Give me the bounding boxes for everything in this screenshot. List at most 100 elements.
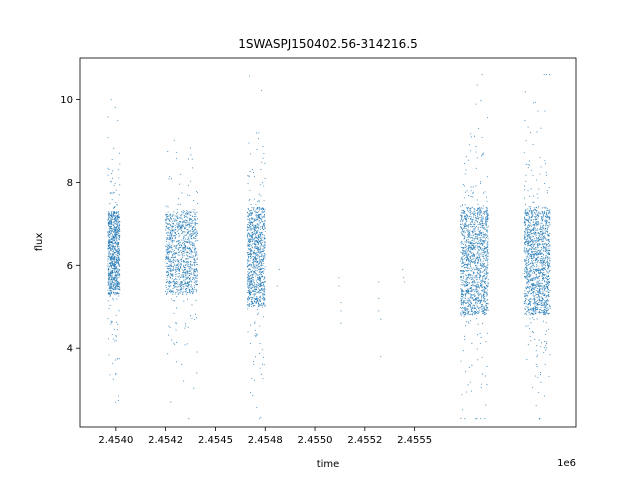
data-point [253,282,255,284]
data-point [470,237,472,239]
data-point [113,147,115,149]
data-point [261,89,263,91]
data-point [467,226,469,228]
data-point [183,242,185,244]
data-point [108,239,110,241]
data-point [175,291,177,293]
data-point [116,204,118,206]
data-point [115,314,117,316]
data-point [483,287,485,289]
data-point [531,224,533,226]
data-point [118,194,120,196]
data-point [249,235,251,237]
data-point [485,259,487,261]
data-point [169,220,171,222]
data-point [252,246,254,248]
data-point [473,240,475,242]
data-point [166,279,168,281]
data-point [172,300,174,302]
data-point [252,281,254,283]
data-point [247,304,249,306]
data-point [111,258,114,261]
data-point [544,363,546,365]
data-point [473,310,475,312]
data-point [484,309,486,311]
data-point [184,248,186,250]
data-point [262,294,264,296]
data-point [107,265,109,267]
data-point [179,282,181,284]
data-point [107,137,109,139]
data-point [256,232,258,234]
data-point [250,257,252,259]
data-point [481,283,483,285]
data-point [111,280,114,282]
data-point [178,228,180,230]
data-point [170,257,172,259]
data-point [118,242,120,244]
data-point [466,310,468,312]
data-point [111,248,113,251]
data-point [167,231,169,233]
data-point [461,294,463,296]
data-point [195,224,197,226]
data-point [180,214,182,216]
data-point [258,292,260,294]
data-point [482,271,484,273]
data-point [532,243,534,246]
data-point [476,209,478,211]
data-point [174,215,176,217]
data-point [110,290,112,292]
data-point [462,247,464,249]
data-point [115,267,117,269]
data-point [252,234,254,236]
data-point [485,302,487,304]
data-point [535,363,537,365]
data-point [534,375,536,377]
data-point [111,217,113,219]
data-point [253,198,255,200]
data-point [461,302,463,304]
data-point [119,249,121,251]
data-point [253,262,255,264]
data-point [262,246,264,248]
data-point [477,203,479,205]
data-point [254,299,256,301]
data-point [264,281,266,283]
data-point [110,276,112,278]
data-point [249,271,251,273]
data-point [261,270,263,273]
data-point [248,251,250,253]
data-point [478,218,480,220]
data-point [114,261,116,263]
data-point [482,276,484,278]
data-point [169,246,171,248]
data-point [262,244,264,246]
data-point [540,300,542,302]
data-point [480,418,482,420]
data-point [472,247,474,249]
data-point [466,250,468,252]
data-point [250,324,252,326]
data-point [539,296,541,298]
data-point [109,232,111,234]
data-point [250,209,252,211]
data-point [167,223,169,225]
data-point [169,289,171,291]
data-point [193,225,195,227]
data-point [251,377,253,379]
data-point [171,274,173,276]
data-point [474,212,476,214]
data-point [250,306,253,308]
data-point [476,253,478,255]
data-point [460,232,462,234]
data-point [182,224,184,227]
data-point [194,313,196,315]
data-point [465,308,467,310]
data-point [190,284,193,286]
data-point [171,339,173,341]
data-point [107,267,110,269]
data-point [183,255,185,257]
data-point [172,270,174,272]
data-point [114,267,116,269]
